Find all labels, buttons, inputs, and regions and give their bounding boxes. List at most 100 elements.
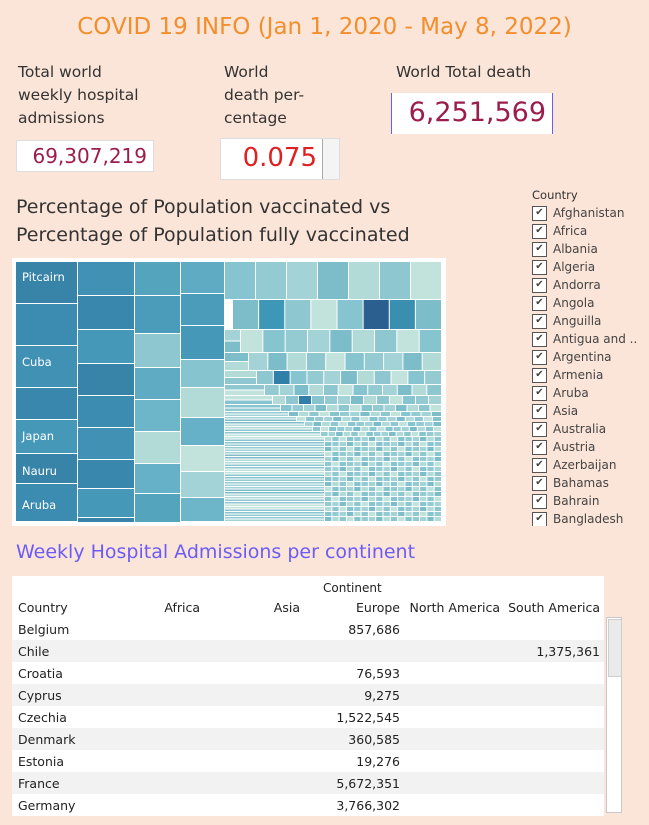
treemap-tile[interactable] <box>353 385 368 395</box>
treemap-tile[interactable] <box>433 422 441 426</box>
treemap-tile[interactable] <box>332 477 339 481</box>
treemap-tile[interactable] <box>332 437 339 441</box>
treemap-tile[interactable] <box>383 462 390 466</box>
treemap-tile[interactable] <box>257 371 273 384</box>
treemap-tile[interactable] <box>405 507 412 511</box>
treemap-tile[interactable] <box>368 437 376 441</box>
treemap-tile[interactable] <box>378 417 387 421</box>
treemap-tile[interactable] <box>368 472 376 476</box>
treemap-tile[interactable] <box>396 405 407 411</box>
treemap-tile[interactable] <box>434 482 441 486</box>
treemap-tile[interactable] <box>383 487 390 491</box>
treemap-tile[interactable] <box>332 457 339 461</box>
table-scrollbar-thumb[interactable] <box>608 619 622 677</box>
treemap-tile[interactable] <box>325 477 332 481</box>
treemap-tile[interactable] <box>225 262 255 299</box>
treemap-tile[interactable] <box>376 477 383 481</box>
treemap-tile[interactable] <box>422 353 441 370</box>
treemap-tile[interactable] <box>384 353 403 370</box>
treemap-tile[interactable] <box>361 457 368 461</box>
treemap-tile[interactable] <box>376 492 383 496</box>
treemap-tile[interactable] <box>368 482 376 486</box>
treemap-tile[interactable] <box>339 492 346 496</box>
treemap-tile[interactable] <box>405 437 412 441</box>
treemap-tile[interactable] <box>361 497 368 501</box>
treemap-tile[interactable] <box>354 437 361 441</box>
treemap-tile[interactable] <box>390 502 398 506</box>
treemap-tile[interactable] <box>225 447 324 449</box>
treemap-tile[interactable] <box>363 300 389 329</box>
treemap-tile[interactable] <box>390 452 398 456</box>
treemap-tile[interactable] <box>393 427 401 431</box>
treemap-tile[interactable] <box>361 467 368 471</box>
treemap-tile[interactable] <box>325 452 332 456</box>
treemap-tile[interactable] <box>332 442 339 446</box>
treemap-tile[interactable] <box>403 396 415 404</box>
treemap-tile[interactable] <box>329 427 337 431</box>
treemap-tile[interactable] <box>412 472 420 476</box>
treemap-tile[interactable] <box>287 353 306 370</box>
treemap-tile[interactable] <box>306 353 326 370</box>
treemap-tile[interactable] <box>412 437 420 441</box>
treemap-tile[interactable] <box>350 405 361 411</box>
treemap-tile[interactable] <box>225 517 324 519</box>
treemap-tile[interactable] <box>353 427 361 431</box>
treemap-tile[interactable] <box>387 417 396 421</box>
treemap-tile[interactable] <box>325 462 332 466</box>
checkbox-checked-icon[interactable]: ✔ <box>532 457 547 473</box>
treemap-tile[interactable] <box>332 472 339 476</box>
treemap-tile[interactable] <box>398 447 405 451</box>
treemap-tile[interactable] <box>332 492 339 496</box>
treemap-tile[interactable] <box>225 462 324 464</box>
treemap-tile[interactable] <box>383 512 390 516</box>
checkbox-checked-icon[interactable]: ✔ <box>532 475 547 491</box>
treemap-tile[interactable] <box>332 497 339 501</box>
treemap-tile[interactable] <box>434 447 441 451</box>
treemap-tile[interactable] <box>273 371 290 384</box>
treemap-tile[interactable] <box>339 422 347 426</box>
treemap-tile[interactable] <box>333 417 342 421</box>
treemap-tile[interactable] <box>339 437 346 441</box>
country-filter-item[interactable]: ✔ Angola <box>532 294 649 312</box>
treemap-tile[interactable] <box>425 427 433 431</box>
checkbox-checked-icon[interactable]: ✔ <box>532 295 547 311</box>
treemap-tile[interactable] <box>339 477 346 481</box>
treemap-tile[interactable] <box>292 405 304 411</box>
treemap-tile[interactable] <box>181 294 224 325</box>
treemap-tile[interactable] <box>78 428 134 459</box>
treemap-tile[interactable] <box>398 437 405 441</box>
treemap-tile[interactable] <box>294 385 309 395</box>
treemap-tile[interactable] <box>361 472 368 476</box>
treemap-tile[interactable] <box>259 300 285 329</box>
treemap-tile[interactable] <box>330 330 352 352</box>
treemap-tile[interactable] <box>405 457 412 461</box>
treemap-tile[interactable] <box>420 437 427 441</box>
treemap-tile[interactable] <box>383 442 390 446</box>
treemap-tile[interactable] <box>339 512 346 516</box>
treemap-tile[interactable] <box>354 472 361 476</box>
treemap-tile[interactable] <box>427 507 434 511</box>
treemap-tile[interactable] <box>325 472 332 476</box>
treemap-tile[interactable] <box>403 353 422 370</box>
table-row[interactable]: Denmark 360,585 <box>12 728 604 750</box>
treemap-tile[interactable] <box>225 452 324 454</box>
treemap-tile[interactable] <box>225 385 264 390</box>
treemap-tile[interactable] <box>346 467 354 471</box>
checkbox-checked-icon[interactable]: ✔ <box>532 313 547 329</box>
treemap-tile[interactable] <box>332 487 339 491</box>
treemap-tile[interactable] <box>427 442 434 446</box>
treemap-tile[interactable] <box>354 447 361 451</box>
treemap-tile[interactable] <box>408 371 425 384</box>
checkbox-checked-icon[interactable]: ✔ <box>532 511 547 526</box>
treemap-tile[interactable] <box>412 517 420 521</box>
treemap-tile[interactable] <box>405 482 412 486</box>
treemap-tile[interactable] <box>332 502 339 506</box>
treemap-tile[interactable] <box>420 517 427 521</box>
treemap-tile[interactable] <box>427 467 434 471</box>
table-row[interactable]: Belgium 857,686 <box>12 618 604 640</box>
treemap-tile[interactable] <box>350 412 360 416</box>
treemap-tile[interactable] <box>433 427 441 431</box>
treemap-tile[interactable] <box>225 502 324 504</box>
treemap-tile[interactable] <box>78 296 134 329</box>
treemap-tile[interactable] <box>385 427 393 431</box>
